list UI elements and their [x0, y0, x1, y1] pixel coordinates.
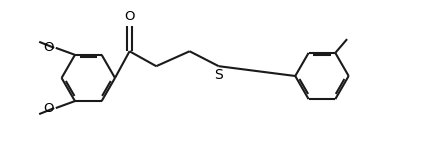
Text: S: S	[214, 68, 223, 82]
Text: O: O	[124, 10, 135, 23]
Text: O: O	[44, 41, 54, 54]
Text: O: O	[44, 102, 54, 115]
